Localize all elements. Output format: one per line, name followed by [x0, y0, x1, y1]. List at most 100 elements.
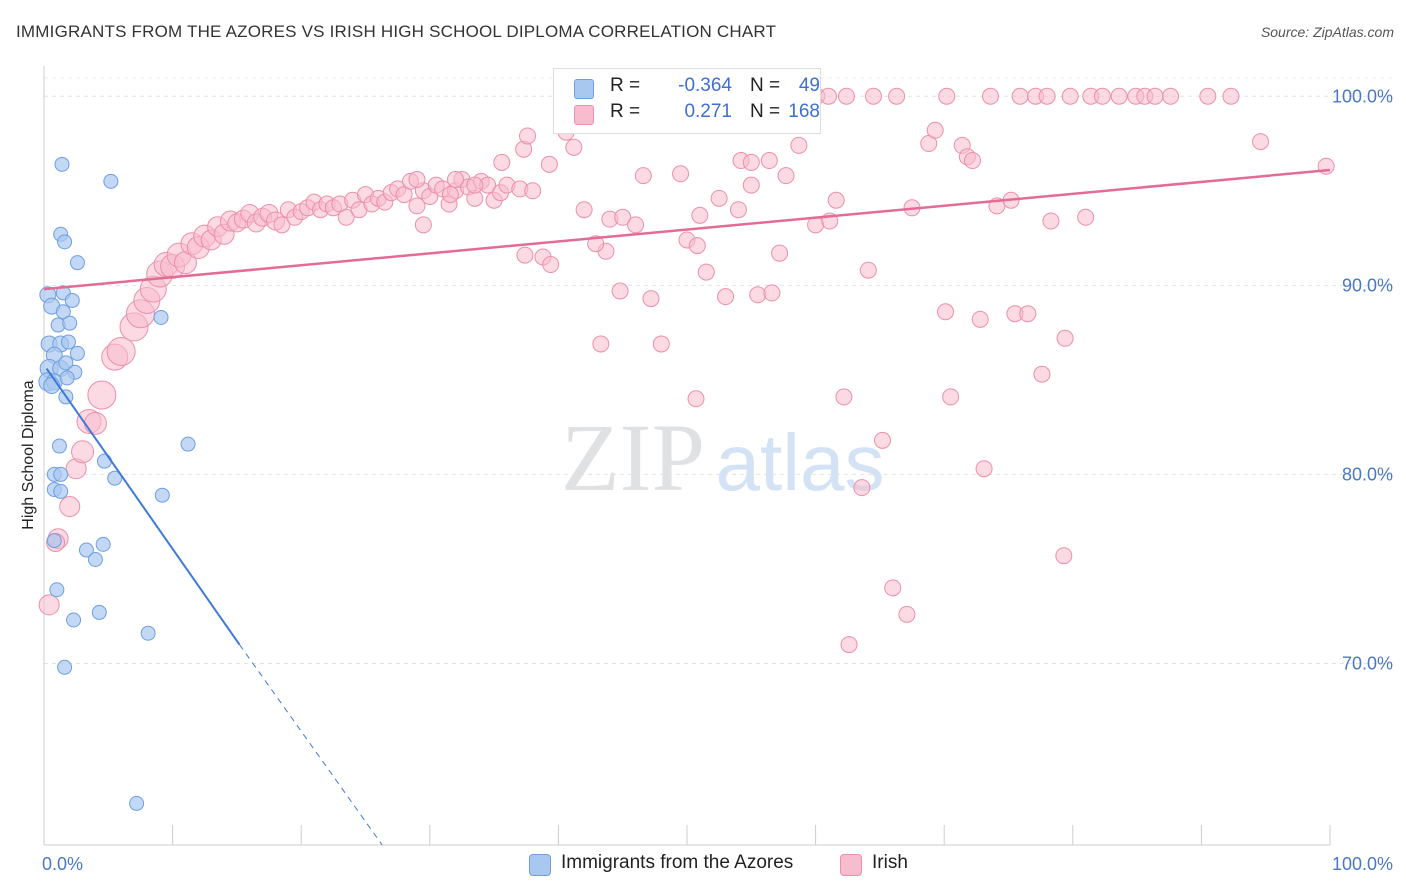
data-point: [742, 176, 760, 194]
data-point: [66, 612, 82, 628]
y-tick-label: 80.0%: [1342, 464, 1393, 484]
data-point: [898, 605, 916, 623]
data-point: [963, 152, 981, 170]
data-point: [53, 466, 69, 482]
data-point: [717, 288, 735, 306]
data-point: [91, 604, 107, 620]
y-tick-label: 70.0%: [1342, 653, 1393, 673]
chart-title: IMMIGRANTS FROM THE AZORES VS IRISH HIGH…: [16, 22, 777, 41]
data-point: [936, 303, 954, 321]
data-point: [408, 197, 426, 215]
data-point: [587, 235, 605, 253]
data-point: [611, 282, 629, 300]
legend-swatch-irish: [574, 105, 594, 125]
y-tick-labels: 70.0% 80.0% 90.0% 100.0%: [1332, 86, 1393, 673]
data-point: [57, 659, 73, 675]
data-point: [103, 173, 119, 189]
legend-n-label: N =: [750, 75, 781, 96]
x-tick-label-max: 100.0%: [1332, 854, 1393, 874]
data-point: [1033, 365, 1051, 383]
data-point: [884, 579, 902, 597]
data-point: [58, 355, 74, 371]
y-tick-label: 90.0%: [1342, 275, 1393, 295]
legend-r-value: 0.271: [684, 101, 732, 122]
y-axis-title: High School Diploma: [20, 380, 37, 530]
legend-swatch-azores: [574, 79, 594, 99]
data-point: [652, 335, 670, 353]
data-point: [888, 87, 906, 105]
data-point: [835, 388, 853, 406]
data-point: [975, 460, 993, 478]
correlation-legend: R = -0.364 N = 49 R = 0.271 N = 168: [553, 68, 821, 134]
data-point: [71, 440, 95, 464]
source-label: Source: ZipAtlas.com: [1260, 24, 1394, 40]
series-swatch-azores: [529, 854, 551, 876]
trend-layer: [43, 168, 1331, 846]
data-point: [840, 636, 858, 654]
series-swatch-irish: [840, 854, 862, 876]
data-point: [634, 167, 652, 185]
data-point: [926, 121, 944, 139]
data-point: [1222, 87, 1240, 105]
series-layer: [38, 87, 1335, 811]
data-point: [565, 138, 583, 156]
data-point: [60, 334, 76, 350]
watermark-zip: ZIP: [561, 404, 705, 511]
data-point: [83, 411, 107, 435]
data-point: [938, 87, 956, 105]
data-point: [273, 216, 291, 234]
data-point: [62, 315, 78, 331]
data-point: [827, 191, 845, 209]
data-point: [53, 483, 69, 499]
data-point: [1056, 329, 1074, 347]
data-point: [697, 263, 715, 281]
data-point: [942, 388, 960, 406]
series-irish: [38, 87, 1335, 654]
data-point: [742, 153, 760, 171]
data-point: [54, 156, 70, 172]
legend-r-value: -0.364: [678, 75, 732, 96]
series-label-azores: Immigrants from the Azores: [561, 852, 794, 873]
data-point: [337, 208, 355, 226]
data-point: [540, 155, 558, 173]
y-tick-label: 100.0%: [1332, 86, 1393, 106]
x-tick-label-min: 0.0%: [42, 854, 83, 874]
data-point: [710, 189, 728, 207]
data-point: [129, 795, 145, 811]
data-point: [1055, 547, 1073, 565]
data-point: [1110, 87, 1128, 105]
data-point: [542, 256, 560, 274]
data-point: [140, 625, 156, 641]
data-point: [777, 167, 795, 185]
data-point: [687, 390, 705, 408]
data-point: [1162, 87, 1180, 105]
data-point: [790, 136, 808, 154]
data-point: [688, 237, 706, 255]
data-point: [87, 551, 103, 567]
data-point: [729, 201, 747, 219]
data-point: [1038, 87, 1056, 105]
data-point: [57, 234, 73, 250]
data-point: [1199, 87, 1217, 105]
data-point: [1077, 208, 1095, 226]
data-point: [441, 186, 459, 204]
trend-line-azores-extension: [239, 644, 383, 846]
data-point: [691, 206, 709, 224]
data-point: [153, 309, 169, 325]
data-point: [493, 153, 511, 171]
data-point: [1146, 87, 1164, 105]
data-point: [1093, 87, 1111, 105]
data-point: [524, 182, 542, 200]
data-point: [516, 246, 534, 264]
data-point: [55, 304, 71, 320]
data-point: [78, 542, 94, 558]
data-point: [575, 201, 593, 219]
data-point: [46, 533, 62, 549]
data-point: [414, 216, 432, 234]
data-point: [981, 87, 999, 105]
data-point: [64, 292, 80, 308]
data-point: [873, 431, 891, 449]
data-point: [95, 536, 111, 552]
legend-r-label: R =: [610, 75, 641, 96]
